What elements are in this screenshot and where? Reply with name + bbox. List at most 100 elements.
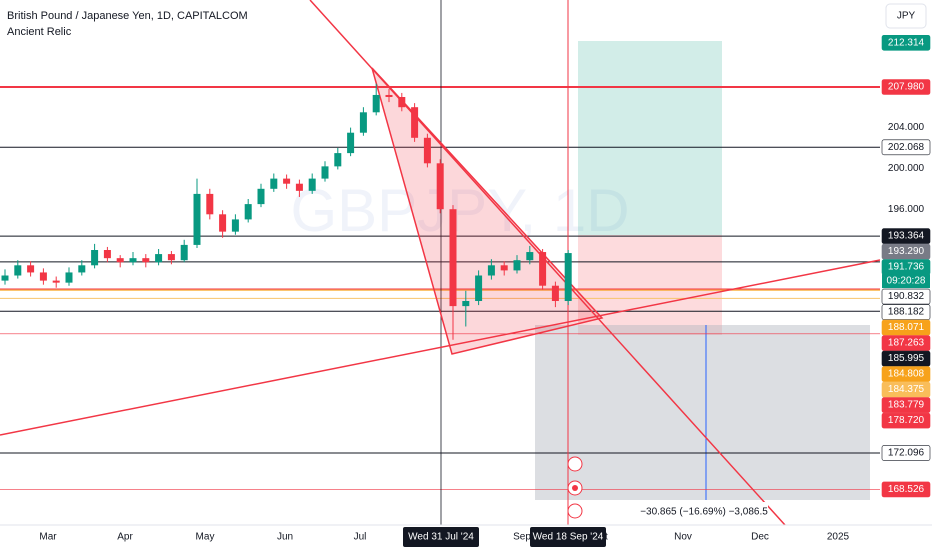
candle-body [39,272,47,281]
candle-body [372,94,380,113]
candle-body [52,280,60,283]
candle-body [295,183,303,191]
candle-body [526,252,534,261]
candle-body [436,163,444,210]
candle-body [103,250,111,259]
event-icons [567,456,583,519]
candle-body [14,265,22,276]
price-label-bg [881,412,931,429]
candle-body [551,285,559,302]
price-label-bg [881,366,931,382]
time-label: Jul [354,532,367,543]
price-label: 190.832 [888,291,925,302]
candle-body [231,219,239,232]
price-label-bg [881,79,931,95]
time-label: Sep [513,532,531,543]
price-label: 200.000 [888,163,925,174]
profit-zone [578,41,722,235]
candle-body [475,275,483,302]
currency-button[interactable] [885,3,927,29]
candle-body [423,137,431,164]
candle-body [449,209,457,307]
candle-body [334,153,342,167]
measure-zone [535,325,870,500]
candle-body [219,214,227,232]
price-label-bg [881,381,931,398]
time-label: Jun [277,532,293,543]
price-label: 207.980 [888,82,925,93]
icon [572,485,578,491]
price-label: 183.779 [888,400,925,411]
price-label-bg [881,304,931,320]
countdown: 09:20:28 [887,276,926,287]
title: British Pound / Japanese Yen, 1D, CAPITA… [7,10,248,22]
candle-body [244,204,252,220]
icon [567,503,583,519]
price-label: 187.263 [888,338,925,349]
price-label: 212.314 [888,37,925,48]
candle-body [462,301,470,307]
candle-body [347,132,355,154]
candle-body [78,265,86,273]
candle-body [142,258,150,263]
price-label-bg [881,335,931,351]
price-label-bg [881,139,931,156]
candle-body [411,107,419,138]
position-tools [535,41,870,500]
price-label: 168.526 [888,484,925,495]
candle-body [564,253,572,302]
price-label-bg [881,445,931,461]
candle-body [539,252,547,286]
candle-body [308,178,316,191]
price-label: 196.000 [888,204,925,215]
countdown-bg [882,274,930,289]
watermark: GBPJPY, 1D [290,177,629,244]
candle-body [193,193,201,245]
candle-body [155,254,163,263]
candle-body [180,244,188,261]
price-label: 184.375 [888,384,925,395]
price-label: 202.068 [888,142,925,153]
price-label: 184.808 [888,369,925,380]
price-label-bg [881,288,931,305]
price-label: 188.071 [888,322,925,333]
price-label-bg [881,319,931,336]
crosshair-label: Wed 31 Jul '24 [408,532,474,543]
subtitle: Ancient Relic [7,26,72,38]
price-label: 178.720 [888,415,925,426]
crosshair-label: Wed 18 Sep '24 [533,532,604,543]
price-label-bg [881,34,931,51]
crosshair-label-bg [530,527,606,547]
price-label: 172.096 [888,448,925,459]
time-label: Nov [674,532,692,543]
candle-body [321,166,329,179]
price-label: 188.182 [888,307,925,318]
icon [567,456,583,472]
price-label: 193.364 [888,231,925,242]
price-label-bg [881,397,931,413]
time-label: Mar [39,532,57,543]
time-label: 2025 [827,532,850,543]
candle-body [257,188,265,205]
price-label-bg [881,481,931,498]
candle-body [487,265,495,276]
time-label: May [196,532,215,543]
candle-body [283,178,291,184]
measure-label-box [640,502,768,522]
price-label-bg [881,350,931,367]
currency[interactable]: JPY [897,11,916,22]
price-label-bg [881,228,931,244]
time-label: Dec [751,532,769,543]
candle-body [1,275,9,281]
measure-label: −30.865 (−16.69%) −3,086.5 [640,507,768,518]
candle-body [116,258,124,263]
candle-body [500,265,508,271]
price-label: 185.995 [888,353,925,364]
trendline-down [309,0,786,526]
trendline-up [0,259,881,436]
price-label: 204.000 [888,122,925,133]
candle-body [206,193,214,215]
candle-body [129,258,137,263]
